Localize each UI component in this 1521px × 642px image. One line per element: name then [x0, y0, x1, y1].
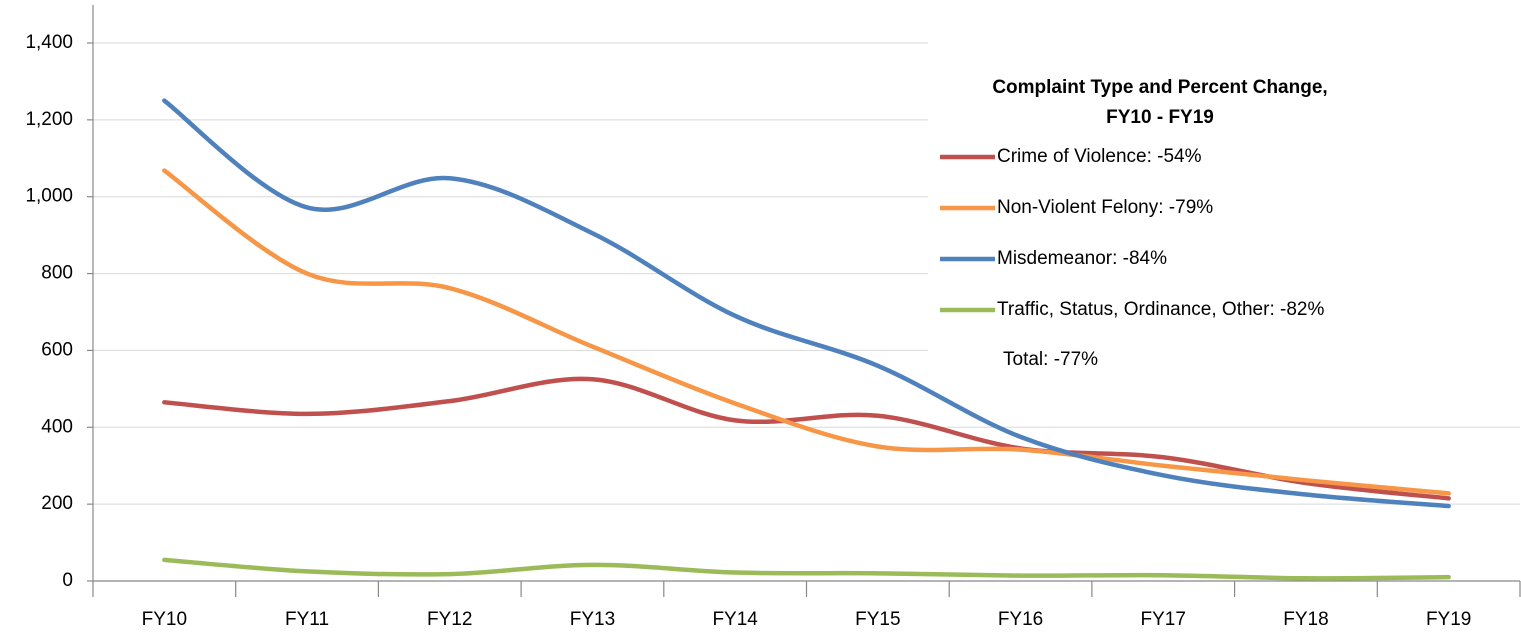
x-tick-label: FY16	[998, 609, 1043, 630]
x-tick-label: FY10	[142, 609, 187, 630]
legend-background	[928, 40, 1521, 385]
legend-title: Complaint Type and Percent Change, FY10 -…	[992, 77, 1327, 128]
x-tick-label: FY15	[855, 609, 900, 630]
legend-label: Crime of Violence: -54%	[997, 146, 1202, 167]
x-tick-label: FY19	[1426, 609, 1471, 630]
y-tick-label: 1,000	[25, 186, 73, 207]
x-tick-label: FY13	[570, 609, 615, 630]
series-line	[162, 376, 1451, 501]
series-line	[162, 168, 1451, 496]
series-line	[162, 98, 1451, 509]
legend-title-line: FY10 - FY19	[1106, 107, 1214, 128]
annotation: Total: -77%	[1003, 349, 1098, 370]
x-tick-label: FY18	[1283, 609, 1328, 630]
series-line	[162, 557, 1451, 581]
y-tick-label: 1,200	[25, 109, 73, 130]
legend-title-line: Complaint Type and Percent Change,	[992, 77, 1327, 98]
y-tick-label: 200	[41, 493, 73, 514]
y-tick-label: 600	[41, 339, 73, 360]
legend-label: Misdemeanor: -84%	[997, 248, 1167, 269]
x-tick-label: FY12	[427, 609, 472, 630]
y-tick-label: 400	[41, 416, 73, 437]
x-tick-label: FY17	[1141, 609, 1186, 630]
y-tick-label: 1,400	[25, 32, 73, 53]
x-tick-label: FY14	[712, 609, 758, 630]
y-tick-label: 800	[41, 263, 73, 284]
x-tick-label: FY11	[285, 609, 329, 630]
legend-label: Traffic, Status, Ordinance, Other: -82%	[997, 299, 1324, 320]
y-tick-label: 0	[62, 570, 73, 591]
legend-label: Non-Violent Felony: -79%	[997, 197, 1213, 218]
